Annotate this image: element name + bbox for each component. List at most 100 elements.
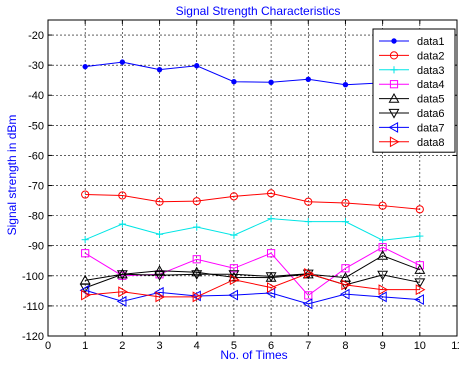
data-point-data1 [305, 76, 311, 82]
data-point-data4 [341, 264, 350, 273]
data-point-data5 [377, 250, 389, 260]
legend-label-data8: data8 [417, 137, 445, 149]
data-point-data8 [266, 282, 277, 294]
legend-item-data4: data4 [379, 79, 445, 91]
data-point-data4 [304, 291, 313, 300]
series-line-data1 [85, 61, 420, 86]
x-tick-label: 5 [231, 340, 237, 352]
legend-marker-data7 [388, 121, 399, 133]
y-tick-label: -30 [28, 60, 44, 72]
data-point-data1 [194, 63, 200, 69]
data-point-data7 [302, 298, 313, 310]
legend-item-data3: data3 [379, 65, 445, 77]
data-point-data8 [341, 279, 352, 291]
data-point-data1 [342, 82, 349, 88]
series-data6 [79, 269, 426, 294]
y-tick-label: -100 [22, 271, 44, 283]
data-point-data3 [341, 218, 350, 226]
legend-marker-data8 [389, 136, 400, 148]
data-point-data8 [378, 284, 389, 296]
series-line-data8 [85, 272, 420, 298]
data-point-data5 [228, 271, 240, 282]
series-data4 [81, 243, 424, 300]
data-point-data7 [339, 288, 350, 300]
plot-frame [47, 19, 458, 337]
data-point-data3 [230, 231, 238, 239]
data-point-data6 [414, 278, 426, 289]
legend-label-data7: data7 [417, 122, 445, 134]
legend-item-data7: data7 [379, 121, 445, 134]
data-point-data1 [119, 59, 126, 65]
data-point-data1 [268, 79, 274, 85]
legend-item-data5: data5 [379, 92, 445, 106]
data-point-data6 [191, 270, 203, 280]
data-point-data3 [304, 218, 312, 226]
data-point-data4 [81, 249, 90, 258]
series-line-data3 [84, 218, 420, 241]
data-point-data8 [155, 291, 166, 303]
data-point-data1 [82, 63, 88, 70]
data-point-data8 [229, 274, 240, 286]
series-layer [79, 59, 426, 310]
x-tick-label: 4 [194, 340, 200, 352]
data-point-data2 [118, 191, 127, 200]
series-line-data7 [85, 289, 420, 305]
series-line-data5 [85, 255, 420, 281]
data-point-data6 [79, 283, 91, 294]
legend-marker-data4 [389, 80, 399, 89]
data-point-data1 [231, 78, 237, 85]
legend-item-data1: data1 [379, 36, 445, 48]
y-tick-label: -90 [28, 241, 44, 253]
legend-label-data1: data1 [417, 36, 445, 48]
legend: data1 data2 data3 data4 data5 data6 data7 data8 [372, 28, 456, 153]
legend-marker-data6 [388, 108, 400, 119]
x-tick-label: 9 [380, 340, 386, 352]
data-point-data3 [81, 236, 89, 244]
data-point-data2 [304, 197, 313, 206]
y-tick-label: -50 [28, 120, 44, 132]
chart-title: Signal Strength Characteristics [176, 4, 341, 18]
legend-label-data4: data4 [417, 79, 445, 91]
data-point-data6 [228, 270, 240, 280]
series-line-data2 [85, 192, 420, 210]
y-tick-label: -80 [28, 211, 44, 223]
series-data8 [81, 267, 426, 303]
legend-marker-data5 [388, 92, 400, 103]
data-point-data3 [118, 220, 126, 228]
data-point-data2 [155, 197, 164, 206]
axis-ticks: 0 1 2 3 4 5 6 7 8 9 10 11 -120 -110 -100 -90 -80 -70 -60 -5… [22, 20, 459, 352]
data-point-data4 [415, 261, 424, 270]
x-tick-label: 6 [268, 340, 274, 352]
data-point-data6 [265, 272, 277, 283]
legend-item-data8: data8 [379, 136, 445, 149]
y-tick-label: -40 [28, 90, 44, 102]
data-point-data7 [228, 289, 239, 301]
legend-marker-data2 [389, 51, 399, 60]
data-point-data7 [377, 291, 387, 303]
data-point-data6 [116, 270, 128, 280]
data-point-data3 [267, 215, 275, 223]
data-point-data3 [416, 232, 424, 240]
legend-label-data2: data2 [417, 50, 445, 62]
data-point-data2 [415, 205, 424, 214]
data-point-data4 [266, 249, 276, 258]
data-point-data8 [192, 291, 203, 303]
legend-item-data6: data6 [379, 108, 445, 120]
legend-item-data2: data2 [379, 50, 445, 62]
x-tick-label: 3 [156, 340, 162, 352]
data-point-data3 [193, 223, 201, 231]
y-tick-label: -120 [22, 331, 44, 343]
data-point-data3 [155, 230, 164, 238]
data-point-data5 [154, 265, 165, 275]
data-point-data5 [414, 264, 426, 274]
data-point-data4 [192, 255, 201, 264]
y-tick-label: -60 [28, 150, 44, 162]
data-point-data6 [377, 270, 389, 281]
data-point-data6 [154, 271, 165, 281]
series-data1 [82, 59, 423, 88]
legend-label-data6: data6 [417, 108, 445, 120]
data-point-data1 [156, 66, 163, 73]
data-point-data8 [81, 289, 91, 301]
data-point-data7 [414, 294, 424, 306]
